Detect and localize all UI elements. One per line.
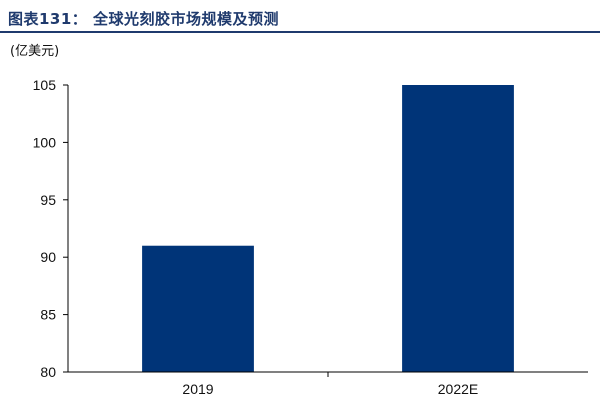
title-divider [0,31,600,33]
y-tick-label: 95 [40,192,56,208]
y-axis-ticks: 80 85 90 95 100 105 [33,77,68,380]
y-axis-unit-label: (亿美元) [10,44,59,59]
y-tick-label: 85 [40,307,56,323]
x-tick-label: 2022E [438,381,478,397]
y-tick-label: 100 [33,134,57,150]
bar [142,245,254,372]
bar [402,85,514,372]
y-tick-label: 90 [40,249,56,265]
x-tick-label: 2019 [182,381,213,397]
x-axis-ticks: 2019 2022E [182,372,478,397]
bar-series [142,85,514,372]
figure-title: 图表131： 全球光刻胶市场规模及预测 [8,10,280,28]
y-tick-label: 80 [40,364,56,380]
y-tick-label: 105 [33,77,57,93]
